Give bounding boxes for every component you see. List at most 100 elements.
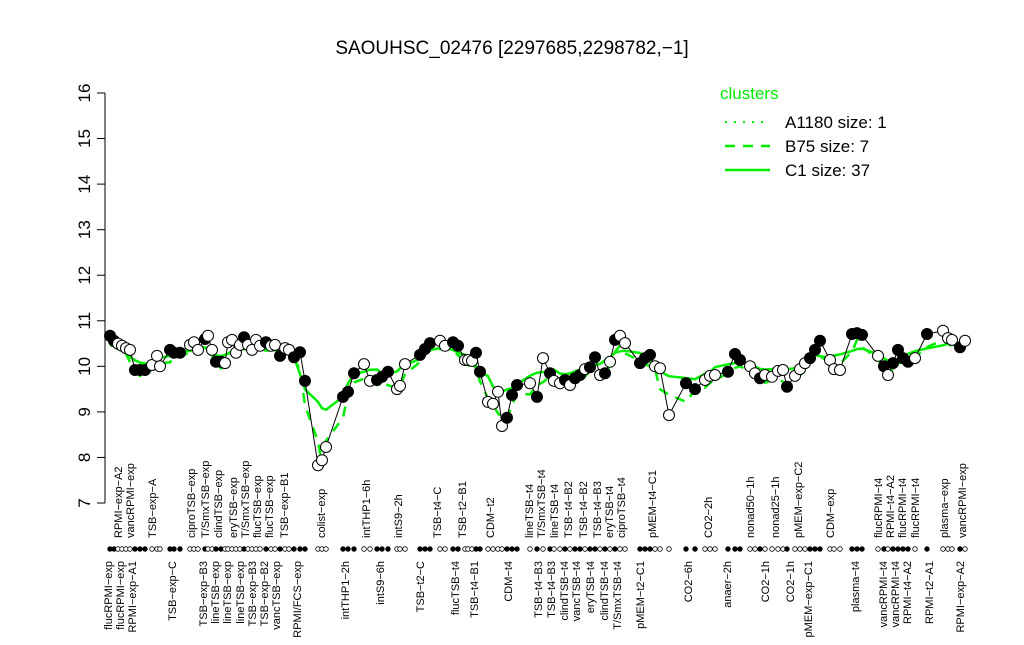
rug-mark (379, 546, 385, 552)
rug-mark (490, 546, 496, 552)
data-point (151, 349, 163, 362)
rug-mark (450, 546, 456, 552)
data-point (909, 352, 921, 365)
x-label-bottom: flucRPMI−exp (103, 561, 115, 630)
rug-mark (612, 546, 618, 552)
rug-mark (802, 546, 808, 552)
rug-mark (132, 546, 138, 552)
x-label-bottom: TSB−exp−C (167, 561, 179, 621)
data-point (777, 364, 789, 376)
rug-mark (277, 546, 283, 552)
data-point (856, 328, 868, 341)
rug-mark (323, 546, 329, 552)
data-point (619, 337, 631, 350)
data-point (537, 352, 549, 365)
y-tick-label: 7 (75, 498, 94, 507)
data-point (584, 361, 596, 374)
rug-mark (485, 546, 491, 552)
legend-title: clusters (720, 84, 779, 103)
x-label-top: lineTSB−t4 (524, 484, 536, 538)
x-label-top: RPMI−exp−A2 (113, 466, 125, 538)
rug-mark (637, 546, 643, 552)
rug-mark (812, 546, 818, 552)
x-label-top: vancRPMI−exp (957, 463, 969, 538)
x-label-top: flucRPMI−t4 (910, 478, 922, 538)
rug-marks (107, 546, 968, 552)
rug-mark (577, 546, 583, 552)
rug-mark (859, 546, 865, 552)
x-label-top: eryTSB−t4 (604, 486, 616, 538)
rug-mark (592, 546, 598, 552)
data-point (781, 380, 793, 393)
x-label-top: intS9−2h (393, 494, 405, 538)
y-tick-label: 11 (75, 312, 94, 330)
data-point (219, 357, 231, 370)
x-label-bottom: TSB−t4−B3 (546, 561, 558, 618)
data-point (887, 357, 899, 370)
rug-mark (557, 546, 563, 552)
rug-mark (195, 546, 201, 552)
rug-mark (837, 546, 843, 552)
x-label-bottom: CO2−1h (785, 561, 797, 602)
rug-mark (177, 546, 183, 552)
x-label-bottom: TSB−t4−B1 (469, 561, 481, 618)
data-point (834, 364, 846, 376)
rug-mark (757, 546, 763, 552)
rug-mark (427, 546, 433, 552)
x-label-bottom: pMEM−exp−C1 (803, 561, 815, 637)
data-point (342, 385, 354, 398)
rug-mark (422, 546, 428, 552)
rug-mark (752, 546, 758, 552)
data-point (663, 409, 675, 422)
data-point (358, 358, 370, 371)
x-label-top: ciproTSB−exp (186, 469, 198, 538)
x-label-bottom: eryTSB−t4 (585, 561, 597, 613)
x-label-top: TSB−t4−B2 (578, 481, 590, 538)
data-point (124, 343, 136, 356)
x-label-bottom: vancTSB−t4 (571, 561, 583, 621)
data-point (511, 379, 523, 391)
x-label-bottom: lineTSB−exp (222, 561, 234, 624)
data-point (299, 374, 311, 387)
data-point (394, 379, 406, 392)
x-label-top: RPMI−t4−A2 (885, 475, 897, 538)
rug-mark (831, 546, 837, 552)
rug-mark (807, 546, 813, 552)
rug-mark (367, 546, 373, 552)
x-label-top: flucTSB−exp (264, 475, 276, 538)
rug-mark (504, 546, 510, 552)
rug-mark (572, 546, 578, 552)
x-label-top: CDM−exp (825, 489, 837, 538)
data-point (348, 367, 360, 380)
data-point (424, 337, 436, 350)
x-label-top: eryTSB−exp (228, 477, 240, 538)
legend-label-a1180: A1180 size: 1 (785, 113, 887, 132)
data-point (487, 397, 499, 410)
x-label-bottom: plasma−t4 (850, 561, 862, 612)
rug-mark (455, 546, 461, 552)
rug-mark (692, 546, 698, 552)
rug-mark (157, 546, 163, 552)
rug-mark (551, 546, 557, 552)
data-point (470, 346, 482, 359)
x-axis-labels: RPMI−exp−A2 vancRPMI−exp TSB−exp−A ciproTSB… (103, 461, 969, 638)
x-label-bottom: anaer−2h (722, 561, 734, 608)
rug-mark (949, 546, 955, 552)
x-label-bottom: lineTSB−exp (210, 561, 222, 624)
rug-mark (900, 546, 906, 552)
rug-mark (171, 546, 177, 552)
data-point (506, 389, 518, 401)
x-label-bottom: TSB−t2−C (415, 561, 427, 612)
x-label-top: CDM−t2 (485, 497, 497, 538)
rug-mark (622, 546, 628, 552)
data-point (294, 346, 306, 359)
x-label-top: TSB−t4−B3 (592, 481, 604, 538)
y-tick-label: 8 (75, 453, 94, 462)
legend-label-b75: B75 size: 7 (785, 137, 869, 156)
x-label-bottom: flucRPMI−exp (115, 561, 127, 630)
rug-mark (940, 546, 946, 552)
y-tick-label: 10 (75, 357, 94, 376)
rug-mark (912, 546, 918, 552)
rug-mark (213, 546, 219, 552)
